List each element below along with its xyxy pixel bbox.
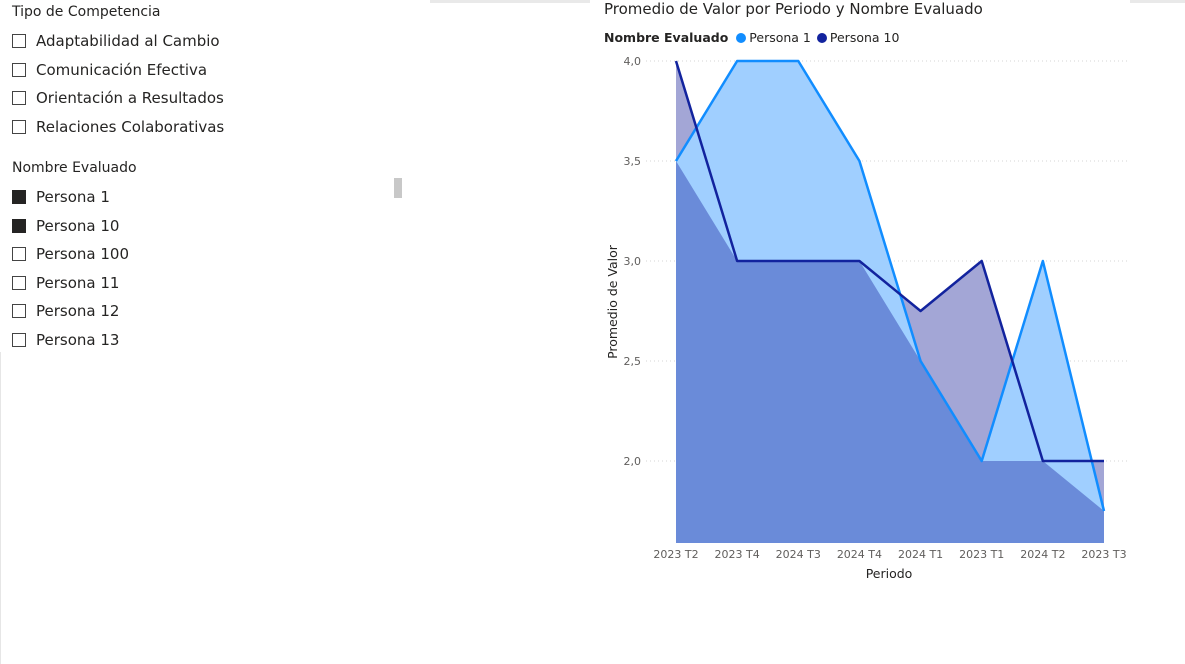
slicer-item-persona-100[interactable]: Persona 100: [12, 240, 137, 269]
checkbox-checked[interactable]: [12, 218, 26, 233]
slicer-item-comunicacion[interactable]: Comunicación Efectiva: [12, 56, 224, 85]
x-axis-title: Periodo: [866, 566, 913, 581]
slicer-item-label: Persona 11: [36, 273, 120, 292]
slicer-item-relaciones[interactable]: Relaciones Colaborativas: [12, 113, 224, 142]
slicer-tipo-competencia: Tipo de Competencia Adaptabilidad al Cam…: [12, 3, 224, 141]
slicer-item-label: Orientación a Resultados: [36, 89, 224, 108]
x-tick-label: 2023 T2: [653, 548, 698, 561]
slicer-item-persona-12[interactable]: Persona 12: [12, 297, 137, 326]
slicer-item-label: Comunicación Efectiva: [36, 60, 208, 79]
area-overlap: [676, 161, 1104, 543]
slicer-item-label: Persona 100: [36, 245, 129, 264]
y-tick-label: 3,0: [624, 255, 642, 268]
legend-title: Nombre Evaluado: [604, 30, 729, 45]
y-tick-label: 2,0: [624, 455, 642, 468]
legend-label: Persona 10: [829, 30, 900, 45]
chart-legend: Nombre Evaluado Persona 1 Persona 10: [604, 30, 905, 45]
x-tick-label: 2024 T2: [1020, 548, 1065, 561]
canvas-edge: [0, 352, 1, 664]
x-tick-label: 2024 T4: [837, 548, 882, 561]
x-tick-label: 2024 T1: [898, 548, 943, 561]
slicer-item-label: Persona 12: [36, 302, 120, 321]
series-line-persona-10: [674, 60, 1104, 463]
checkbox[interactable]: [12, 119, 26, 134]
canvas-edge: [1130, 0, 1185, 3]
slicer-item-persona-13[interactable]: Persona 13: [12, 326, 137, 355]
slicer-title: Nombre Evaluado: [12, 160, 137, 176]
series-line-persona-1: [674, 59, 1106, 512]
slicer-item-persona-1[interactable]: Persona 1: [12, 183, 137, 212]
x-tick-label: 2023 T1: [959, 548, 1004, 561]
legend-item-persona-1[interactable]: Persona 1: [736, 30, 811, 45]
checkbox[interactable]: [12, 275, 26, 290]
x-tick-label: 2023 T3: [1081, 548, 1126, 561]
slicer-item-label: Persona 13: [36, 330, 120, 349]
checkbox[interactable]: [12, 91, 26, 106]
legend-dot: [816, 32, 827, 43]
y-tick-label: 2,5: [624, 355, 642, 368]
chart-title: Promedio de Valor por Periodo y Nombre E…: [604, 0, 983, 18]
slicer-item-persona-11[interactable]: Persona 11: [12, 269, 137, 298]
y-tick-label: 3,5: [624, 155, 642, 168]
checkbox[interactable]: [12, 62, 26, 77]
slicer-item-label: Persona 1: [36, 188, 110, 207]
slicer-item-adaptabilidad[interactable]: Adaptabilidad al Cambio: [12, 27, 224, 56]
checkbox-checked[interactable]: [12, 190, 26, 205]
x-tick-label: 2023 T4: [715, 548, 760, 561]
y-tick-label: 4,0: [624, 55, 642, 68]
x-tick-label: 2024 T3: [776, 548, 821, 561]
checkbox[interactable]: [12, 34, 26, 49]
slicer-title: Tipo de Competencia: [12, 4, 161, 20]
slicer-scrollbar[interactable]: [394, 178, 402, 198]
checkbox[interactable]: [12, 332, 26, 347]
legend-label: Persona 1: [749, 30, 811, 45]
slicer-item-label: Relaciones Colaborativas: [36, 117, 225, 136]
legend-item-persona-10[interactable]: Persona 10: [816, 30, 900, 45]
checkbox[interactable]: [12, 247, 26, 262]
slicer-item-label: Persona 10: [36, 216, 120, 235]
slicer-item-label: Adaptabilidad al Cambio: [36, 32, 220, 51]
legend-dot: [736, 32, 747, 43]
canvas-edge: [430, 0, 590, 3]
checkbox[interactable]: [12, 304, 26, 319]
y-axis-title: Promedio de Valor: [605, 244, 620, 359]
slicer-item-orientacion[interactable]: Orientación a Resultados: [12, 84, 224, 113]
slicer-nombre-evaluado: Nombre Evaluado Persona 1 Persona 10 Per…: [12, 159, 137, 354]
slicer-item-persona-10[interactable]: Persona 10: [12, 212, 137, 241]
